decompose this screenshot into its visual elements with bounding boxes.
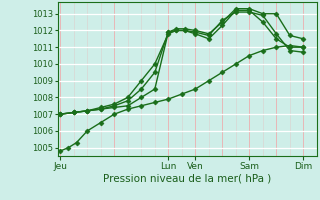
X-axis label: Pression niveau de la mer( hPa ): Pression niveau de la mer( hPa ) (103, 173, 271, 183)
